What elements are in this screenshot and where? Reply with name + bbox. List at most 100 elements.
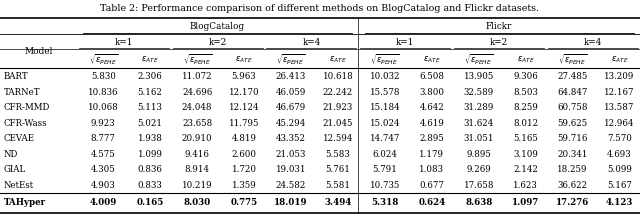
Text: 5.162: 5.162 bbox=[138, 88, 163, 97]
Text: $\sqrt{\epsilon_{PEHE}}$: $\sqrt{\epsilon_{PEHE}}$ bbox=[558, 53, 588, 66]
Text: BART: BART bbox=[4, 72, 29, 81]
Text: 1.938: 1.938 bbox=[138, 134, 163, 143]
Text: $\epsilon_{ATE}$: $\epsilon_{ATE}$ bbox=[611, 54, 628, 65]
Text: 15.184: 15.184 bbox=[369, 103, 400, 112]
Text: 1.179: 1.179 bbox=[419, 150, 444, 159]
Text: 24.696: 24.696 bbox=[182, 88, 212, 97]
Text: 5.165: 5.165 bbox=[513, 134, 538, 143]
Text: 7.570: 7.570 bbox=[607, 134, 632, 143]
Text: 12.124: 12.124 bbox=[229, 103, 259, 112]
Text: 9.306: 9.306 bbox=[513, 72, 538, 81]
Text: 6.508: 6.508 bbox=[419, 72, 444, 81]
Text: 21.053: 21.053 bbox=[276, 150, 306, 159]
Text: 59.625: 59.625 bbox=[557, 119, 588, 128]
Text: 9.895: 9.895 bbox=[467, 150, 491, 159]
Text: 8.259: 8.259 bbox=[513, 103, 538, 112]
Text: CFR-MMD: CFR-MMD bbox=[4, 103, 50, 112]
Text: 1.097: 1.097 bbox=[512, 198, 540, 207]
Text: 4.903: 4.903 bbox=[91, 181, 116, 190]
Text: 20.910: 20.910 bbox=[182, 134, 212, 143]
Text: $\epsilon_{ATE}$: $\epsilon_{ATE}$ bbox=[423, 54, 441, 65]
Text: 0.677: 0.677 bbox=[419, 181, 444, 190]
Text: k=1: k=1 bbox=[115, 38, 133, 47]
Text: 13.905: 13.905 bbox=[463, 72, 494, 81]
Text: 1.359: 1.359 bbox=[232, 181, 257, 190]
Text: BlogCatalog: BlogCatalog bbox=[190, 21, 245, 31]
Text: 9.416: 9.416 bbox=[185, 150, 209, 159]
Text: 8.503: 8.503 bbox=[513, 88, 538, 97]
Text: 5.113: 5.113 bbox=[138, 103, 163, 112]
Text: 0.775: 0.775 bbox=[230, 198, 258, 207]
Text: 24.048: 24.048 bbox=[182, 103, 212, 112]
Text: 4.819: 4.819 bbox=[232, 134, 257, 143]
Text: 10.032: 10.032 bbox=[370, 72, 400, 81]
Text: CEVAE: CEVAE bbox=[4, 134, 35, 143]
Text: k=2: k=2 bbox=[490, 38, 508, 47]
Text: NetEst: NetEst bbox=[4, 181, 34, 190]
Text: TARNeT: TARNeT bbox=[4, 88, 40, 97]
Text: 8.030: 8.030 bbox=[184, 198, 211, 207]
Text: 31.624: 31.624 bbox=[463, 119, 494, 128]
Text: $\sqrt{\epsilon_{PEHE}}$: $\sqrt{\epsilon_{PEHE}}$ bbox=[370, 53, 399, 66]
Text: 3.800: 3.800 bbox=[419, 88, 444, 97]
Text: 1.720: 1.720 bbox=[232, 165, 257, 174]
Text: 59.716: 59.716 bbox=[557, 134, 588, 143]
Text: 17.658: 17.658 bbox=[463, 181, 494, 190]
Text: 3.109: 3.109 bbox=[513, 150, 538, 159]
Text: 2.142: 2.142 bbox=[513, 165, 538, 174]
Text: 5.581: 5.581 bbox=[325, 181, 351, 190]
Text: 8.012: 8.012 bbox=[513, 119, 538, 128]
Text: 4.009: 4.009 bbox=[90, 198, 117, 207]
Text: 26.413: 26.413 bbox=[276, 72, 306, 81]
Text: 46.059: 46.059 bbox=[276, 88, 306, 97]
Text: 9.923: 9.923 bbox=[91, 119, 116, 128]
Text: 1.623: 1.623 bbox=[513, 181, 538, 190]
Text: 5.761: 5.761 bbox=[326, 165, 350, 174]
Text: 19.031: 19.031 bbox=[276, 165, 306, 174]
Text: 6.024: 6.024 bbox=[372, 150, 397, 159]
Text: Table 2: Performance comparison of different methods on BlogCatalog and Flickr d: Table 2: Performance comparison of diffe… bbox=[100, 4, 540, 13]
Text: 11.072: 11.072 bbox=[182, 72, 212, 81]
Text: 8.914: 8.914 bbox=[184, 165, 210, 174]
Text: 27.485: 27.485 bbox=[557, 72, 588, 81]
Text: 11.795: 11.795 bbox=[229, 119, 259, 128]
Text: Model: Model bbox=[24, 47, 52, 56]
Text: CFR-Wass: CFR-Wass bbox=[4, 119, 47, 128]
Text: 32.589: 32.589 bbox=[463, 88, 494, 97]
Text: $\epsilon_{ATE}$: $\epsilon_{ATE}$ bbox=[141, 54, 159, 65]
Text: 10.068: 10.068 bbox=[88, 103, 118, 112]
Text: Flickr: Flickr bbox=[486, 21, 513, 31]
Text: 3.494: 3.494 bbox=[324, 198, 351, 207]
Text: 13.209: 13.209 bbox=[604, 72, 635, 81]
Text: 9.269: 9.269 bbox=[467, 165, 491, 174]
Text: 18.259: 18.259 bbox=[557, 165, 588, 174]
Text: 2.895: 2.895 bbox=[419, 134, 444, 143]
Text: 12.167: 12.167 bbox=[604, 88, 635, 97]
Text: 5.791: 5.791 bbox=[372, 165, 397, 174]
Text: 10.219: 10.219 bbox=[182, 181, 212, 190]
Text: 5.583: 5.583 bbox=[326, 150, 350, 159]
Text: $\sqrt{\epsilon_{PEHE}}$: $\sqrt{\epsilon_{PEHE}}$ bbox=[182, 53, 212, 66]
Text: 1.083: 1.083 bbox=[419, 165, 444, 174]
Text: 2.306: 2.306 bbox=[138, 72, 163, 81]
Text: k=4: k=4 bbox=[584, 38, 602, 47]
Text: 13.587: 13.587 bbox=[604, 103, 635, 112]
Text: 12.964: 12.964 bbox=[604, 119, 635, 128]
Text: 4.575: 4.575 bbox=[91, 150, 116, 159]
Text: $\sqrt{\epsilon_{PEHE}}$: $\sqrt{\epsilon_{PEHE}}$ bbox=[276, 53, 306, 66]
Text: 0.833: 0.833 bbox=[138, 181, 163, 190]
Text: 5.099: 5.099 bbox=[607, 165, 632, 174]
Text: 2.600: 2.600 bbox=[232, 150, 257, 159]
Text: 22.242: 22.242 bbox=[323, 88, 353, 97]
Text: 5.318: 5.318 bbox=[371, 198, 399, 207]
Text: k=2: k=2 bbox=[209, 38, 227, 47]
Text: 31.051: 31.051 bbox=[463, 134, 494, 143]
Text: ND: ND bbox=[4, 150, 18, 159]
Text: k=4: k=4 bbox=[302, 38, 321, 47]
Text: 21.923: 21.923 bbox=[323, 103, 353, 112]
Text: 4.123: 4.123 bbox=[606, 198, 633, 207]
Text: 15.578: 15.578 bbox=[370, 88, 400, 97]
Text: $\epsilon_{ATE}$: $\epsilon_{ATE}$ bbox=[235, 54, 253, 65]
Text: 12.170: 12.170 bbox=[228, 88, 259, 97]
Text: 0.624: 0.624 bbox=[418, 198, 445, 207]
